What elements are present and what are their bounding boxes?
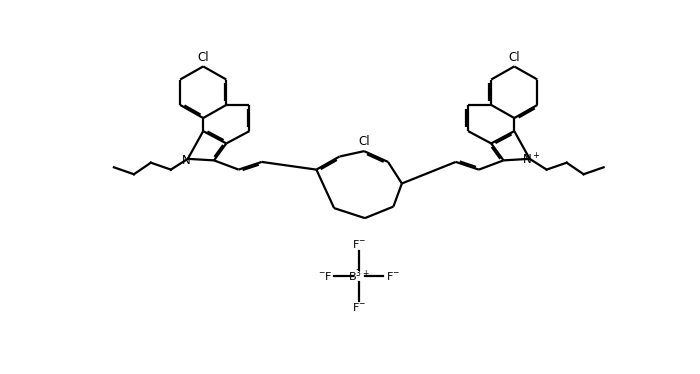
Text: F$^{-}$: F$^{-}$ bbox=[386, 270, 400, 282]
Text: F$^{-}$: F$^{-}$ bbox=[351, 238, 366, 250]
Text: N: N bbox=[182, 154, 190, 167]
Text: $^{-}$F: $^{-}$F bbox=[318, 270, 332, 282]
Text: F$^{-}$: F$^{-}$ bbox=[351, 301, 366, 313]
Text: B$^{3+}$: B$^{3+}$ bbox=[348, 267, 370, 284]
Text: Cl: Cl bbox=[358, 135, 370, 148]
Text: Cl: Cl bbox=[197, 51, 209, 64]
Text: Cl: Cl bbox=[508, 51, 520, 64]
Text: N$^+$: N$^+$ bbox=[522, 153, 540, 168]
